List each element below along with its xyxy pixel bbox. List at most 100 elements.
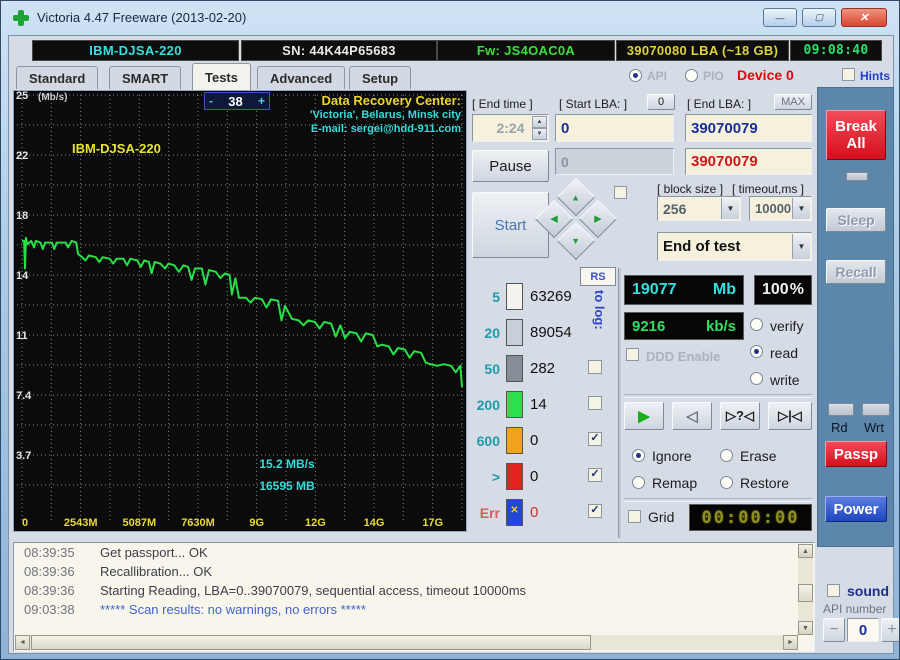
start-lba-input[interactable]: 0 <box>555 114 674 142</box>
close-button[interactable]: ✕ <box>841 8 887 27</box>
block-size-value: 256 <box>663 200 687 217</box>
grid-checkbox[interactable] <box>628 510 641 523</box>
end-time-spinner[interactable]: 2:24 ▲ ▼ <box>472 114 549 142</box>
divider <box>624 498 812 502</box>
log-200-checkbox[interactable] <box>588 396 602 410</box>
read-radio[interactable] <box>750 345 763 358</box>
bucket-color-block <box>506 283 523 310</box>
block-size-select[interactable]: 256 ▼ <box>657 196 741 221</box>
start-button[interactable]: Start <box>472 192 549 258</box>
hscroll-thumb[interactable] <box>31 635 591 650</box>
remap-radio[interactable] <box>632 476 645 489</box>
scroll-down-button[interactable]: ▼ <box>798 621 813 635</box>
end-time-down-button[interactable]: ▼ <box>532 128 547 140</box>
latency-row-5ms: 5 63269 <box>468 283 616 311</box>
api-minus-button[interactable]: − <box>823 618 845 642</box>
wrt-label: Wrt <box>864 420 884 435</box>
erase-radio[interactable] <box>720 449 733 462</box>
log-hscrollbar[interactable]: ◄ ► <box>15 635 798 650</box>
bucket-label: 5 <box>492 289 500 305</box>
svg-text:11: 11 <box>16 330 28 342</box>
sound-checkbox[interactable] <box>827 584 840 597</box>
butterfly-seek-icon: ▷|◁ <box>778 408 802 423</box>
scroll-left-button[interactable]: ◄ <box>15 635 30 650</box>
read-led <box>828 403 854 416</box>
speed-scale-minus-button[interactable]: - <box>209 94 213 108</box>
butterfly-seek-button[interactable]: ▷|◁ <box>768 402 812 430</box>
svg-text:9G: 9G <box>249 517 264 529</box>
svg-text:18: 18 <box>16 210 28 222</box>
log-time: 08:39:36 <box>24 564 75 579</box>
firmware-display: Fw: JS4OAC0A <box>437 40 615 61</box>
break-all-button[interactable]: Break All <box>826 110 886 160</box>
log-vscrollbar[interactable]: ▲ ▼ <box>798 544 813 635</box>
scroll-right-button[interactable]: ► <box>783 635 798 650</box>
serial-number-display: SN: 44K44P65683 <box>241 40 437 61</box>
recall-button[interactable]: Recall <box>826 260 886 284</box>
passp-button[interactable]: Passp <box>825 441 887 467</box>
power-button[interactable]: Power <box>825 496 887 522</box>
reverse-scan-button[interactable]: ◁ <box>672 402 712 430</box>
divider <box>624 394 812 398</box>
speed-value: 9216 <box>632 317 666 335</box>
latency-row-50ms: 50 282 <box>468 355 616 383</box>
verify-label: verify <box>770 318 804 334</box>
block-option-checkbox[interactable] <box>614 186 627 199</box>
drc-banner: Data Recovery Center: 'Victoria', Belaru… <box>310 93 461 137</box>
api-radio[interactable] <box>629 69 642 82</box>
log-50-checkbox[interactable] <box>588 360 602 374</box>
nav-left-icon: ◀ <box>550 213 558 224</box>
vscroll-thumb[interactable] <box>798 584 813 602</box>
bucket-count: 14 <box>530 396 547 413</box>
erase-label: Erase <box>740 448 777 464</box>
scroll-up-button[interactable]: ▲ <box>798 544 813 558</box>
end-lba-input[interactable]: 39070079 <box>685 114 812 142</box>
mb-unit: Mb <box>712 281 736 298</box>
speed-display: 9216 kb/s <box>624 312 744 340</box>
write-radio[interactable] <box>750 372 763 385</box>
speed-scale-plus-button[interactable]: + <box>257 94 265 108</box>
graph-drive-label: IBM-DJSA-220 <box>72 141 161 156</box>
tab-smart[interactable]: SMART <box>109 66 182 89</box>
ignore-radio[interactable] <box>632 449 645 462</box>
end-time-up-button[interactable]: ▲ <box>532 116 547 128</box>
tab-standard[interactable]: Standard <box>16 66 99 89</box>
svg-text:14G: 14G <box>364 517 385 529</box>
log-over-checkbox[interactable]: ✓ <box>588 468 602 482</box>
svg-text:2543M: 2543M <box>64 517 98 529</box>
log-time: 08:39:35 <box>24 545 75 560</box>
dropdown-arrow-icon[interactable]: ▼ <box>792 198 810 219</box>
hints-checkbox[interactable] <box>842 68 855 81</box>
pause-button[interactable]: Pause <box>472 150 549 182</box>
ddd-enable-checkbox[interactable] <box>626 348 639 361</box>
pio-radio[interactable] <box>685 69 698 82</box>
verify-radio[interactable] <box>750 318 763 331</box>
end-action-select[interactable]: End of test ▼ <box>657 232 812 261</box>
api-number-input[interactable]: 0 <box>847 618 879 642</box>
tab-advanced[interactable]: Advanced <box>257 66 346 89</box>
sleep-button[interactable]: Sleep <box>826 208 886 232</box>
write-led <box>862 403 890 416</box>
dropdown-arrow-icon[interactable]: ▼ <box>721 198 739 219</box>
restore-radio[interactable] <box>720 476 733 489</box>
tab-setup[interactable]: Setup <box>349 66 412 89</box>
tab-tests[interactable]: Tests <box>192 63 251 90</box>
rs-button[interactable]: RS <box>580 267 616 286</box>
log-text: Recallibration... OK <box>100 564 212 579</box>
svg-text:25: 25 <box>16 91 28 102</box>
svg-text:7.4: 7.4 <box>16 390 32 402</box>
forward-scan-button[interactable]: ▶ <box>624 402 664 430</box>
log-err-checkbox[interactable]: ✓ <box>588 504 602 518</box>
start-lba-zero-button[interactable]: 0 <box>647 94 675 110</box>
minimize-button[interactable]: — <box>763 8 797 27</box>
random-seek-button[interactable]: ▷?◁ <box>720 402 760 430</box>
nav-up-icon: ▲ <box>571 192 581 203</box>
timeout-select[interactable]: 10000 ▼ <box>749 196 812 221</box>
maximize-button[interactable]: ▢ <box>802 8 836 27</box>
max-lba-button[interactable]: MAX <box>774 94 812 110</box>
api-plus-button[interactable]: + <box>881 618 899 642</box>
log-600-checkbox[interactable]: ✓ <box>588 432 602 446</box>
bucket-label: Err <box>479 505 500 521</box>
checkmark-icon: ✓ <box>590 432 600 444</box>
dropdown-arrow-icon[interactable]: ▼ <box>792 234 810 259</box>
